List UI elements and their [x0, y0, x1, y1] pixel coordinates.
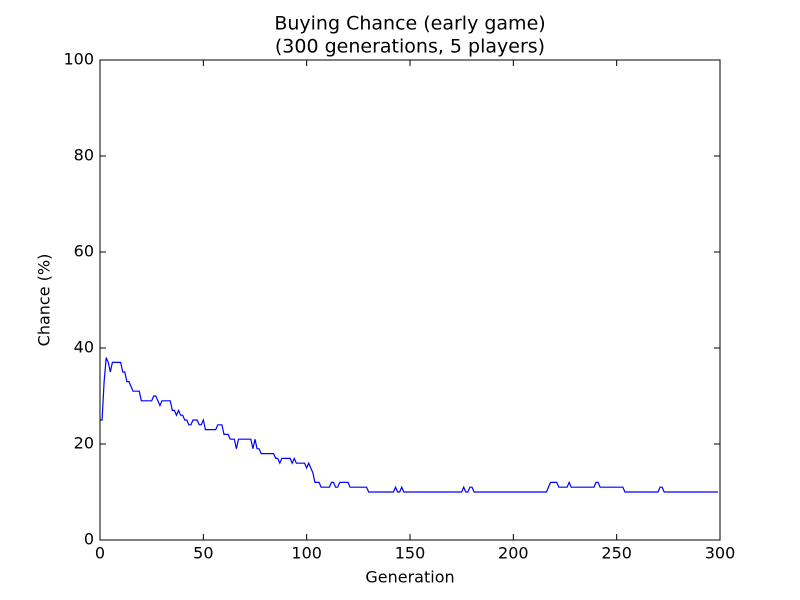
x-tick-label: 100 — [291, 544, 322, 563]
x-tick-label: 250 — [601, 544, 632, 563]
y-axis-label: Chance (%) — [35, 254, 54, 347]
x-tick-label: 150 — [395, 544, 426, 563]
plot-frame — [99, 59, 721, 541]
x-tick-label: 0 — [95, 544, 105, 563]
y-tick-label: 80 — [74, 146, 94, 165]
y-tick-label: 20 — [74, 434, 94, 453]
y-tick-label: 100 — [63, 50, 94, 69]
x-axis-label: Generation — [365, 568, 454, 587]
y-tick-label: 60 — [74, 242, 94, 261]
data-line — [100, 357, 718, 493]
x-tick-label: 300 — [705, 544, 736, 563]
chart-title: Buying Chance (early game) — [274, 13, 545, 35]
y-tick-label: 40 — [74, 338, 94, 357]
x-tick-label: 50 — [193, 544, 213, 563]
chart-subtitle: (300 generations, 5 players) — [275, 36, 545, 58]
x-tick-label: 200 — [498, 544, 529, 563]
y-tick-label: 0 — [84, 530, 94, 549]
